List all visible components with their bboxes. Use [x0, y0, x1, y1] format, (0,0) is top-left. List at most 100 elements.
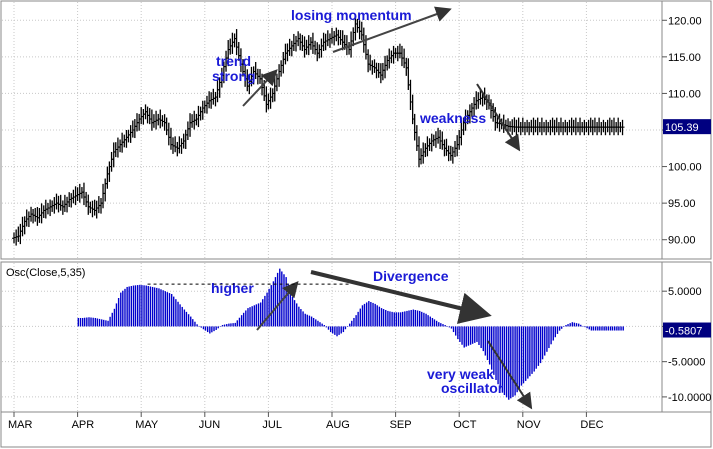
- osc-bar: [597, 326, 599, 331]
- osc-bar: [450, 326, 453, 329]
- osc-bar: [276, 272, 279, 327]
- arrow-higher: [256, 280, 299, 331]
- osc-bar: [565, 325, 567, 327]
- osc-bar: [365, 302, 368, 327]
- osc-bar: [156, 287, 158, 327]
- month-label: MAY: [135, 419, 159, 431]
- osc-bar: [217, 326, 219, 329]
- osc-bar: [209, 326, 211, 334]
- osc-bar: [247, 308, 249, 327]
- osc-bar: [260, 302, 262, 327]
- osc-bar: [107, 320, 109, 327]
- osc-bar: [198, 325, 200, 327]
- osc-bar: [461, 326, 463, 345]
- osc-bar: [423, 312, 425, 327]
- osc-bar: [618, 326, 620, 331]
- annotation-weakness: weakness: [419, 110, 486, 126]
- osc-bar: [522, 326, 525, 384]
- osc-bar: [433, 319, 436, 327]
- arrow-very-weak: [487, 340, 533, 410]
- osc-bar: [588, 326, 590, 330]
- osc-bar: [527, 326, 529, 379]
- osc-bar: [211, 326, 213, 333]
- osc-bar: [190, 316, 192, 327]
- osc-bar: [573, 322, 576, 327]
- osc-bar: [204, 326, 207, 331]
- osc-bar: [183, 309, 186, 327]
- osc-bar: [253, 305, 256, 327]
- annotation-trend: trend: [216, 53, 251, 69]
- osc-bar: [480, 326, 482, 349]
- annotation-losing-momentum: losing momentum: [291, 7, 412, 23]
- osc-bar: [590, 326, 593, 331]
- osc-bar: [285, 277, 287, 327]
- osc-bar: [508, 326, 510, 400]
- osc-bar: [130, 286, 133, 327]
- osc-bar: [228, 323, 230, 327]
- osc-bar: [312, 317, 315, 327]
- osc-bar: [558, 326, 561, 331]
- osc-bar: [503, 326, 506, 396]
- osc-bar: [478, 326, 480, 345]
- osc-bar: [251, 306, 253, 327]
- osc-bar: [296, 303, 298, 327]
- osc-bar: [603, 326, 605, 331]
- osc-bar: [586, 326, 588, 329]
- osc-bar: [501, 326, 504, 393]
- osc-bar: [202, 326, 205, 330]
- osc-bar: [122, 290, 124, 327]
- osc-bar: [361, 305, 364, 327]
- osc-bar: [389, 311, 391, 327]
- osc-bar: [580, 324, 582, 327]
- osc-bar: [395, 312, 397, 327]
- last-osc-label: -0.5807: [665, 326, 702, 338]
- osc-bar: [346, 326, 349, 327]
- osc-bar: [242, 312, 245, 327]
- osc-bar: [474, 326, 476, 343]
- osc-bar: [113, 308, 116, 327]
- osc-bar: [255, 304, 258, 327]
- osc-bar: [616, 326, 618, 331]
- osc-bar: [86, 317, 88, 327]
- osc-bar: [334, 326, 336, 335]
- osc-bar: [385, 309, 387, 327]
- osc-bar: [582, 325, 584, 327]
- osc-bar: [132, 285, 135, 327]
- osc-bar: [327, 326, 330, 330]
- osc-bar: [321, 323, 323, 327]
- osc-bar: [438, 322, 440, 327]
- osc-bar: [283, 274, 285, 327]
- osc-bar: [145, 285, 147, 327]
- osc-bar: [238, 317, 241, 327]
- osc-bar: [427, 315, 429, 327]
- osc-bar: [206, 326, 209, 333]
- osc-bar: [338, 326, 340, 335]
- osc-bar: [300, 309, 302, 327]
- osc-bar: [88, 317, 90, 327]
- osc-bar: [514, 326, 516, 396]
- osc-bar: [446, 326, 448, 327]
- osc-bar: [298, 306, 300, 327]
- osc-bar: [578, 323, 580, 327]
- osc-bar: [351, 320, 353, 327]
- annotation-higher: higher: [211, 280, 254, 296]
- osc-bar: [94, 317, 97, 327]
- osc-tick-label: -5.0000: [668, 357, 705, 369]
- osc-panel-frame: [0, 261, 712, 448]
- osc-bar: [232, 323, 234, 327]
- osc-bar: [192, 319, 194, 327]
- osc-bar: [393, 312, 395, 327]
- osc-bar: [455, 326, 457, 336]
- osc-bar: [376, 305, 378, 327]
- osc-bar: [471, 326, 474, 344]
- osc-bar: [444, 325, 446, 327]
- arrow-losing-momentum: [332, 6, 452, 53]
- osc-bar: [323, 325, 326, 327]
- osc-bar: [448, 326, 451, 328]
- osc-bar: [556, 326, 559, 334]
- osc-bar: [584, 326, 586, 328]
- osc-bar: [552, 326, 554, 341]
- osc-bar: [270, 285, 272, 327]
- osc-bar: [599, 326, 601, 331]
- osc-bar: [605, 326, 607, 331]
